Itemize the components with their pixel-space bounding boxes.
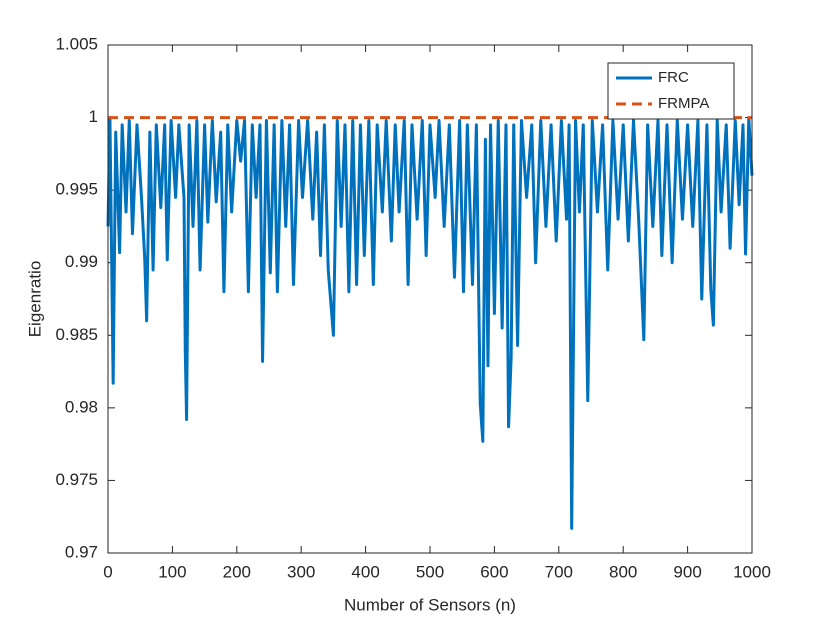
x-tick-label: 700 — [545, 562, 573, 581]
legend-box — [607, 62, 735, 120]
x-tick-label: 600 — [480, 562, 508, 581]
x-tick-label: 100 — [158, 562, 186, 581]
y-axis-label: Eigenratio — [25, 261, 44, 338]
plot-frame — [107, 44, 753, 554]
x-tick-label: 300 — [287, 562, 315, 581]
x-tick-label: 1000 — [733, 562, 771, 581]
x-tick-label: 800 — [609, 562, 637, 581]
y-tick-label: 0.985 — [55, 325, 98, 344]
data-line — [106, 116, 754, 530]
x-tick-label: 0 — [103, 562, 112, 581]
y-tick-label: 0.995 — [55, 180, 98, 199]
legend-label: FRC — [658, 69, 689, 86]
y-tick-label: 0.98 — [65, 397, 98, 416]
y-tick-label: 0.97 — [65, 542, 98, 561]
y-tick-label: 0.975 — [55, 470, 98, 489]
y-tick-label: 1 — [89, 107, 98, 126]
x-tick-label: 900 — [673, 562, 701, 581]
y-tick-label: 1.005 — [55, 34, 98, 53]
y-tick-label: 0.99 — [65, 252, 98, 271]
x-axis-label: Number of Sensors (n) — [344, 595, 516, 614]
x-tick-label: 500 — [416, 562, 444, 581]
x-tick-label: 200 — [223, 562, 251, 581]
legend-label: FRMPA — [658, 95, 709, 112]
x-tick-label: 400 — [351, 562, 379, 581]
